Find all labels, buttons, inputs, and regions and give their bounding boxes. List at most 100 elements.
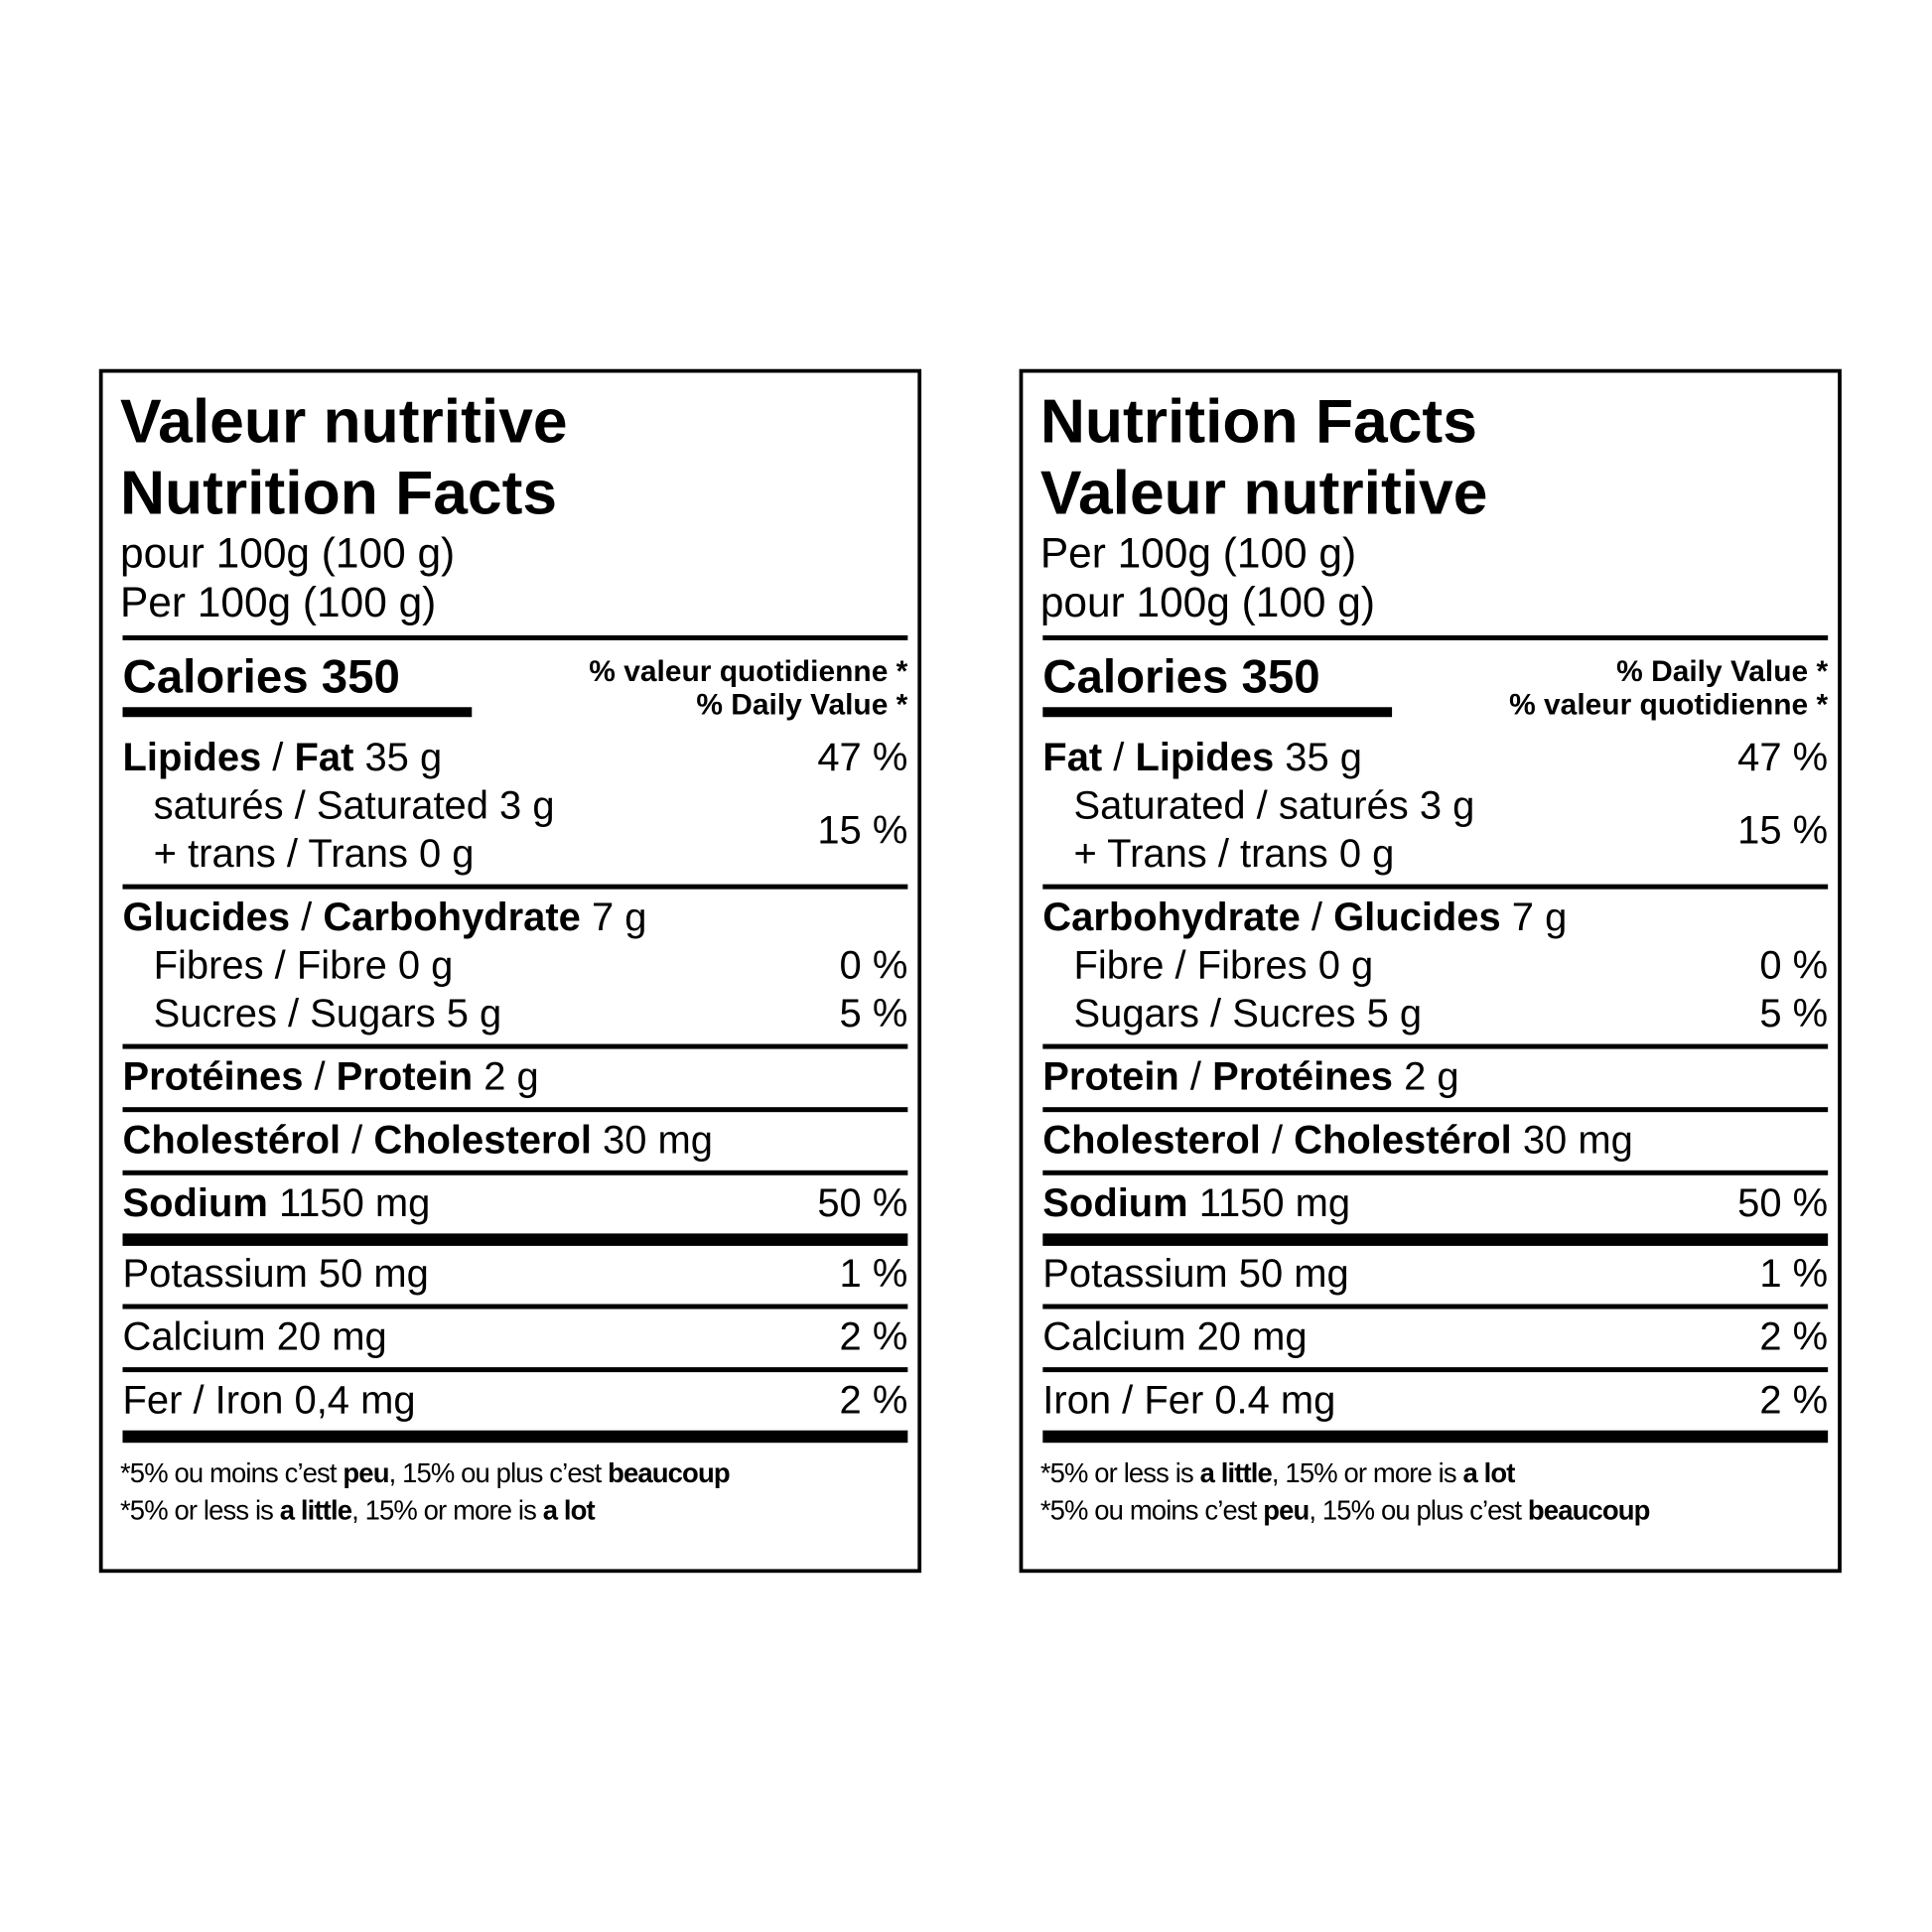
text-part: *5% ou moins c’est	[1039, 1494, 1264, 1526]
text-part: Calcium 20 mg	[122, 1313, 387, 1359]
nutrient-row: Sugars / Sucres 5 g 5 %	[1042, 990, 1828, 1038]
nutrient-row: Fibres / Fibre 0 g 0 %	[122, 941, 908, 990]
daily-value: 1 %	[1759, 1250, 1829, 1296]
text-part: Sodium	[122, 1179, 268, 1225]
nutrition-label: Nutrition Facts Valeur nutritive Per 100g …	[1019, 368, 1842, 1574]
nutrient-lines: Cholesterol / Cholestérol 30 mg	[1042, 1116, 1632, 1165]
text-part: Fat	[1042, 734, 1103, 779]
label-body: Calories 350 % Daily Value *% valeur quot…	[1042, 634, 1829, 1444]
text-part: 35 g	[353, 734, 443, 779]
calories: Calories 350	[1042, 647, 1393, 718]
text-part: /	[303, 1053, 337, 1099]
nutrient-line: Carbohydrate / Glucides 7 g	[1042, 893, 1567, 941]
text-part: 2 g	[1392, 1053, 1459, 1099]
nutrient-section: Protéines / Protein 2 g	[122, 1049, 908, 1113]
text-part: *5% or less is	[119, 1494, 280, 1526]
text-part: Sodium	[1042, 1179, 1188, 1225]
nutrient-row: Saturated / saturés 3 g + Trans / trans 0…	[1042, 781, 1828, 878]
nutrient-line: Calcium 20 mg	[1042, 1312, 1307, 1361]
daily-value: 1 %	[839, 1250, 908, 1296]
nutrient-lines: Calcium 20 mg	[1042, 1312, 1307, 1361]
nutrient-lines: Lipides / Fat 35 g	[122, 733, 442, 781]
nutrient-lines: Saturated / saturés 3 g + Trans / trans 0…	[1042, 781, 1474, 878]
nutrient-section: Fat / Lipides 35 g 47 % Saturated / saturé…	[1042, 722, 1829, 890]
nutrient-section: Iron / Fer 0.4 mg 2 %	[1042, 1372, 1829, 1444]
serving-size: Per 100g (100 g)	[1039, 529, 1357, 578]
text-part: Calcium 20 mg	[1042, 1313, 1308, 1359]
nutrient-section: Lipides / Fat 35 g 47 % saturés / Saturate…	[122, 722, 907, 890]
nutrient-line: Saturated / saturés 3 g	[1073, 781, 1474, 830]
nutrient-row: Fat / Lipides 35 g 47 %	[1042, 733, 1828, 781]
text-part: beaucoup	[608, 1457, 731, 1489]
dv-header-line: % Daily Value *	[696, 688, 908, 723]
text-part: saturés / Saturated 3 g	[153, 782, 555, 828]
nutrient-section: Calcium 20 mg 2 %	[122, 1310, 907, 1373]
nutrient-lines: Sodium 1150 mg	[1042, 1179, 1350, 1228]
text-part: Cholesterol	[373, 1117, 592, 1163]
nutrient-row: Cholestérol / Cholesterol 30 mg	[122, 1116, 907, 1165]
text-part: 1150 mg	[1187, 1179, 1351, 1225]
nutrient-row: Sucres / Sugars 5 g 5 %	[122, 990, 908, 1038]
nutrient-row: Protein / Protéines 2 g	[1042, 1052, 1828, 1101]
daily-value: 0 %	[839, 942, 908, 988]
text-part: , 15% or more is	[1271, 1457, 1463, 1489]
daily-value: 2 %	[1759, 1313, 1829, 1359]
text-part: 30 mg	[591, 1117, 713, 1163]
text-part: Saturated / saturés 3 g	[1073, 782, 1475, 828]
text-part: *5% or less is	[1039, 1457, 1200, 1489]
text-part: , 15% ou plus c’est	[1309, 1494, 1528, 1526]
dv-header-line: % valeur quotidienne *	[1509, 688, 1829, 723]
nutrient-lines: Fer / Iron 0,4 mg	[122, 1376, 415, 1425]
daily-value: 2 %	[839, 1377, 908, 1423]
daily-value: 50 %	[817, 1179, 908, 1225]
nutrient-lines: Sodium 1150 mg	[122, 1179, 430, 1228]
calories-row: Calories 350 % Daily Value *% valeur quot…	[1042, 640, 1828, 722]
nutrient-row: Potassium 50 mg 1 %	[1042, 1250, 1828, 1299]
label-title: Valeur nutritive	[119, 386, 568, 457]
daily-value-header: % Daily Value *% valeur quotidienne *	[1509, 647, 1828, 722]
nutrient-lines: Glucides / Carbohydrate 7 g	[122, 893, 646, 941]
nutrient-section: Calcium 20 mg 2 %	[1042, 1310, 1829, 1373]
text-part: Fibre / Fibres 0 g	[1073, 942, 1374, 988]
text-part: Fibres / Fibre 0 g	[153, 942, 454, 988]
text-part: Potassium 50 mg	[1042, 1250, 1349, 1296]
nutrient-row: Protéines / Protein 2 g	[122, 1052, 907, 1101]
daily-value: 2 %	[1759, 1377, 1829, 1423]
text-part: + Trans / trans 0 g	[1073, 831, 1395, 876]
footnote: *5% or less is a little, 15% or more is …	[1040, 1443, 1828, 1529]
text-part: + trans / Trans 0 g	[153, 831, 475, 876]
daily-value: 2 %	[839, 1313, 908, 1359]
nutrient-lines: Sugars / Sucres 5 g	[1042, 990, 1422, 1038]
text-part: 30 mg	[1511, 1117, 1633, 1163]
nutrient-lines: Iron / Fer 0.4 mg	[1042, 1376, 1335, 1425]
text-part: a little	[279, 1494, 352, 1526]
nutrient-section: Cholestérol / Cholesterol 30 mg	[122, 1112, 908, 1175]
nutrient-line: Fibres / Fibre 0 g	[154, 941, 454, 990]
daily-value: 0 %	[1759, 942, 1829, 988]
nutrient-line: + trans / Trans 0 g	[154, 830, 555, 879]
label-title: Nutrition Facts	[1039, 386, 1477, 457]
nutrient-line: Protein / Protéines 2 g	[1042, 1052, 1458, 1101]
nutrient-line: Calcium 20 mg	[122, 1312, 386, 1361]
nutrient-lines: Potassium 50 mg	[122, 1250, 428, 1299]
text-part: , 15% ou plus c’est	[388, 1457, 609, 1489]
daily-value: 5 %	[839, 990, 908, 1035]
calories-row: Calories 350 % valeur quotidienne *% Dail…	[122, 640, 907, 722]
nutrient-line: Sugars / Sucres 5 g	[1073, 990, 1422, 1038]
nutrient-section: Potassium 50 mg 1 %	[122, 1246, 907, 1310]
text-part: /	[261, 734, 295, 779]
nutrient-section: Glucides / Carbohydrate 7 g Fibres / Fibr…	[122, 890, 907, 1049]
text-part: a lot	[1462, 1457, 1516, 1489]
nutrient-lines: Fibres / Fibre 0 g	[122, 941, 454, 990]
nutrient-row: Sodium 1150 mg 50 %	[122, 1179, 907, 1228]
nutrient-row: Lipides / Fat 35 g 47 %	[122, 733, 907, 781]
nutrient-line: Cholestérol / Cholesterol 30 mg	[122, 1116, 712, 1165]
text-part: peu	[1263, 1494, 1310, 1526]
text-part: *5% ou moins c’est	[119, 1457, 344, 1489]
nutrient-lines: Fibre / Fibres 0 g	[1042, 941, 1373, 990]
nutrient-line: Iron / Fer 0.4 mg	[1042, 1376, 1335, 1425]
footnote: *5% ou moins c’est peu, 15% ou plus c’es…	[120, 1443, 907, 1529]
nutrient-line: Sodium 1150 mg	[122, 1179, 430, 1228]
nutrient-row: Sodium 1150 mg 50 %	[1042, 1179, 1828, 1228]
nutrient-line: + Trans / trans 0 g	[1073, 830, 1474, 879]
